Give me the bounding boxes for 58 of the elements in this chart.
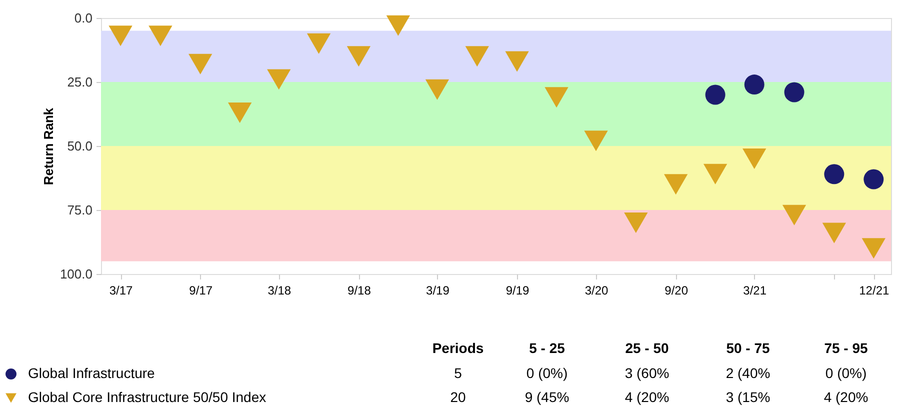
point xyxy=(148,26,172,46)
point xyxy=(425,79,450,100)
point xyxy=(824,164,844,184)
x-tick-label: 9/20 xyxy=(664,284,688,298)
point xyxy=(108,26,132,46)
point xyxy=(544,87,568,108)
point xyxy=(465,46,489,67)
text: 5 - 25 xyxy=(529,340,566,356)
text: 0 (0%) xyxy=(825,365,867,381)
point xyxy=(822,222,846,244)
text: 4 (20% xyxy=(624,389,670,405)
x-tick-label: 12/21 xyxy=(859,284,890,298)
point xyxy=(705,84,726,105)
y-tick-label: 0.0 xyxy=(74,10,92,26)
point xyxy=(584,130,608,152)
x-tick-label: 9/19 xyxy=(506,284,530,298)
x-tick-label: 9/17 xyxy=(189,284,213,298)
y-axis-title: Return Rank xyxy=(40,107,56,186)
text: 75 - 95 xyxy=(824,340,868,356)
text: 25 - 50 xyxy=(625,340,670,356)
point xyxy=(784,82,804,102)
text: Periods xyxy=(432,340,484,356)
legend-label: Global Core Infrastructure 50/50 Index xyxy=(28,389,266,405)
point xyxy=(664,174,688,195)
legend-label: Global Infrastructure xyxy=(28,365,156,381)
point xyxy=(862,238,886,259)
text: 2 (40% xyxy=(726,365,770,381)
text: 50 - 75 xyxy=(726,340,770,356)
point xyxy=(386,15,410,36)
point xyxy=(744,74,764,95)
point xyxy=(703,164,728,184)
x-tick-label: 3/18 xyxy=(268,284,292,298)
x-tick-label: 3/21 xyxy=(743,284,767,298)
y-tick-label: 100.0 xyxy=(60,266,92,282)
point xyxy=(228,102,252,123)
point xyxy=(505,51,529,72)
point xyxy=(742,148,766,170)
point xyxy=(188,54,212,74)
x-tick-label: 9/18 xyxy=(348,284,372,298)
text: 3 (60% xyxy=(624,365,670,381)
y-tick-label: 50.0 xyxy=(67,138,92,154)
text: 20 xyxy=(450,389,466,405)
point xyxy=(346,46,371,67)
text: 5 xyxy=(454,365,462,381)
y-tick-label: 25.0 xyxy=(67,74,92,90)
x-tick-label: 3/17 xyxy=(109,284,134,298)
point xyxy=(864,169,884,190)
point xyxy=(782,204,806,226)
text: 3 (15% xyxy=(726,389,770,405)
point xyxy=(267,69,291,90)
x-tick-label: 3/20 xyxy=(584,284,608,298)
text: 0 (0%) xyxy=(526,365,568,381)
text: 9 (45% xyxy=(524,389,570,405)
point xyxy=(306,33,331,54)
x-tick-label: 3/19 xyxy=(426,284,450,298)
point xyxy=(624,212,648,234)
y-tick-label: 75.0 xyxy=(67,202,92,218)
text: 4 (20% xyxy=(824,389,868,405)
